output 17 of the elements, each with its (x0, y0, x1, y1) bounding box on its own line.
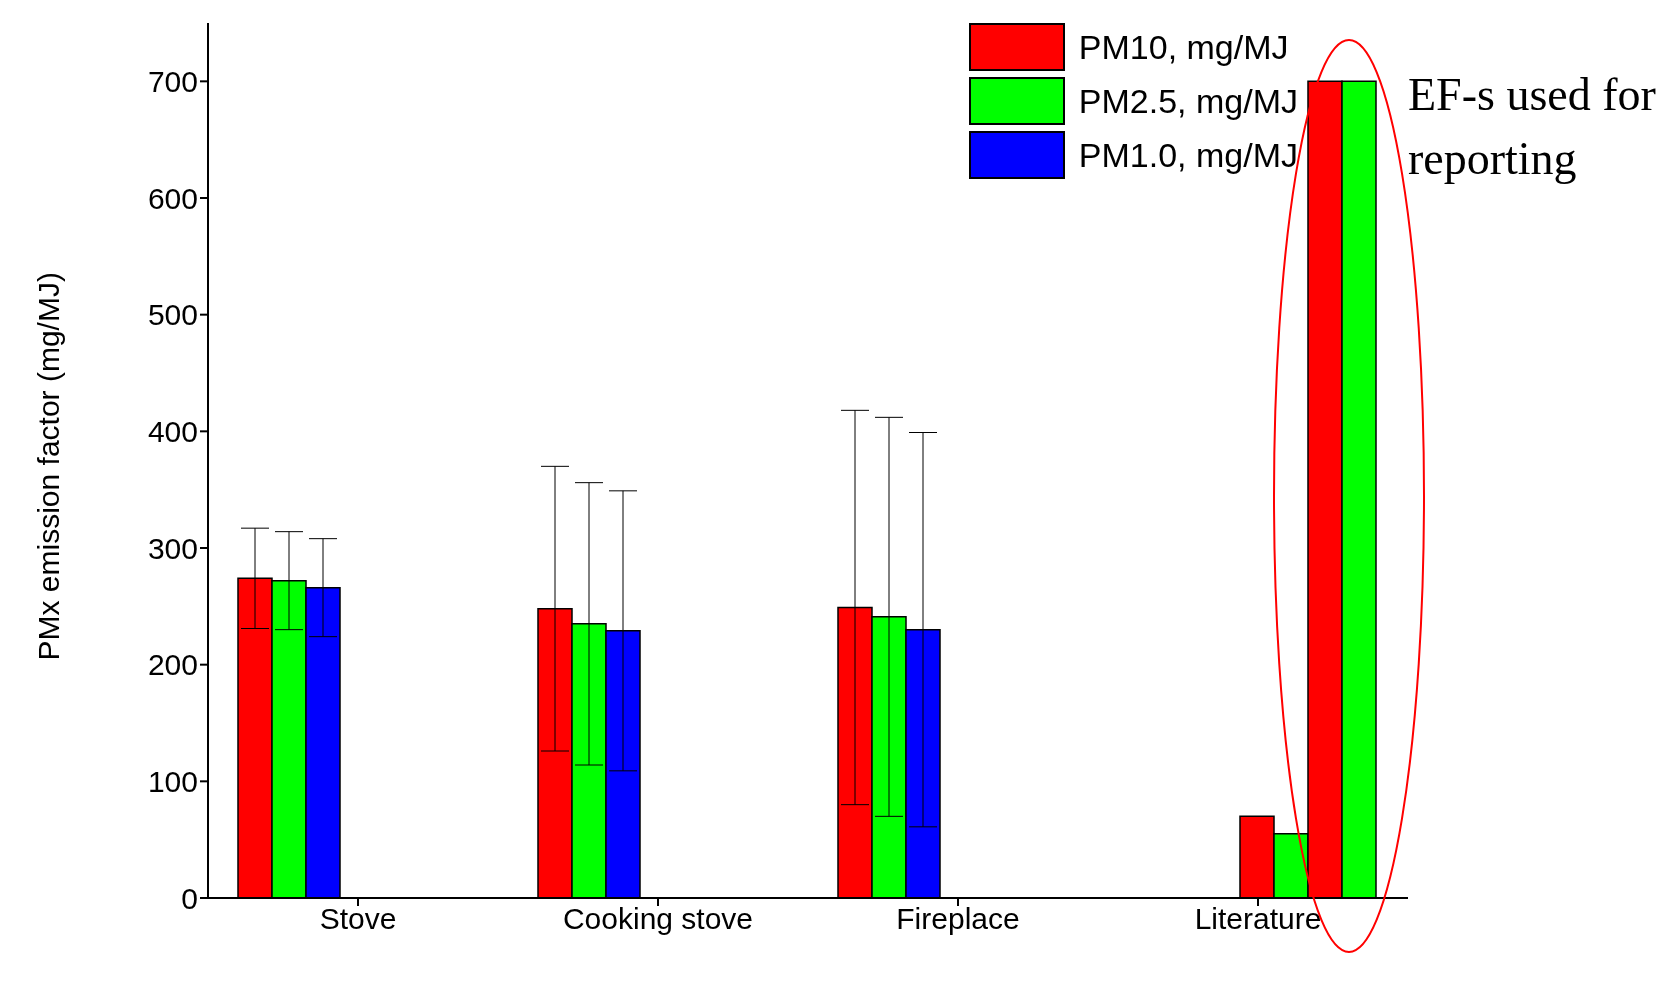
y-tick-label: 300 (147, 531, 198, 565)
x-tick-label: Cooking stove (562, 902, 754, 936)
annotation: EF-s used for reporting (1408, 68, 1657, 186)
y-tick-label: 400 (147, 414, 198, 448)
x-tick-label: Fireplace (896, 902, 1020, 936)
legend-label: PM2.5, mg/MJ (1078, 81, 1298, 122)
legend-label: PM1.0, mg/MJ (1078, 135, 1298, 176)
y-tick-label: 200 (147, 648, 198, 682)
x-tick-label: Stove (319, 902, 397, 936)
y-tick-label: 100 (147, 764, 198, 798)
legend-label: PM10, mg/MJ (1078, 27, 1289, 68)
y-tick-label: 600 (147, 181, 198, 215)
y-tick-label: 500 (147, 298, 198, 332)
y-tick-label: 0 (181, 881, 198, 915)
y-tick-label: 700 (147, 64, 198, 98)
y-axis-title: PMx emission factor (mg/MJ) (31, 272, 65, 661)
x-tick-label: Literature (1194, 902, 1322, 936)
